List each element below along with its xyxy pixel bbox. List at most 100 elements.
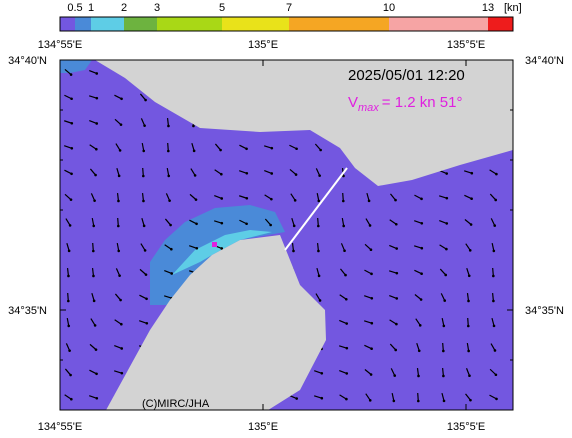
current-arrow-head (70, 121, 74, 125)
current-arrow (316, 192, 320, 202)
current-arrow-head (418, 324, 422, 327)
current-arrow-head (95, 72, 99, 75)
current-arrow (92, 242, 94, 252)
current-arrow-head (117, 224, 120, 228)
current-arrow-head (420, 272, 423, 276)
current-arrow (416, 367, 420, 377)
current-arrow (264, 169, 272, 175)
current-arrow (364, 269, 372, 275)
current-arrow-head (369, 373, 373, 376)
current-arrow (340, 268, 346, 276)
current-arrow (340, 243, 346, 251)
current-arrow-head (118, 274, 121, 277)
current-arrow-head (68, 349, 71, 352)
current-arrow-head (143, 249, 147, 252)
current-arrow (140, 243, 146, 251)
color-bar-label: 7 (286, 2, 292, 14)
current-arrow (264, 145, 272, 149)
current-arrow-head (192, 149, 196, 153)
current-arrow-head (318, 174, 321, 177)
current-arrow-head (144, 273, 148, 276)
current-arrow (364, 243, 372, 251)
current-arrow-head (92, 224, 96, 228)
latitude-label: 34°35'N (525, 305, 564, 317)
current-arrow-head (417, 374, 420, 378)
current-arrow-head (492, 299, 495, 303)
current-arrow (489, 394, 497, 400)
current-arrow (489, 368, 497, 376)
current-arrow (114, 319, 122, 325)
color-bar-label: 13 (482, 2, 494, 14)
current-arrow-head (95, 396, 99, 400)
current-arrow-head (341, 199, 345, 203)
current-arrow-head (470, 197, 473, 201)
current-arrow (64, 394, 72, 400)
current-arrow (89, 95, 97, 99)
current-arrow-head (142, 174, 145, 178)
current-arrow-head (69, 73, 73, 76)
color-bar-segment (389, 17, 488, 31)
current-arrow (389, 319, 397, 325)
current-arrow (339, 294, 347, 300)
color-bar-label: 1 (88, 2, 94, 14)
current-arrow (389, 295, 397, 299)
current-arrow (290, 193, 296, 201)
current-arrow-head (270, 172, 274, 175)
color-bar-label: 0.5 (67, 2, 82, 14)
current-arrow (464, 194, 472, 200)
current-arrow (65, 343, 71, 351)
current-arrow (316, 242, 320, 252)
current-arrow (115, 268, 121, 276)
current-arrow (66, 242, 70, 252)
current-arrow-head (345, 346, 349, 350)
current-arrow-head (142, 224, 146, 228)
current-arrow-head (368, 399, 372, 402)
current-arrow (116, 242, 120, 252)
current-arrow (140, 118, 146, 126)
current-arrow (414, 194, 422, 200)
current-arrow-head (145, 297, 148, 301)
current-arrow-head (343, 249, 346, 252)
color-bar-segment (157, 17, 222, 31)
longitude-label: 135°5'E (447, 39, 485, 51)
current-arrow (314, 143, 322, 151)
current-arrow-head (92, 274, 95, 278)
vmax: Vmax = 1.2 kn 51° (348, 94, 462, 114)
current-arrow (189, 245, 197, 249)
current-arrow-head (442, 374, 445, 378)
current-arrow (440, 293, 446, 301)
current-arrow-head (317, 274, 321, 278)
map-area (60, 60, 513, 410)
current-arrow (417, 392, 419, 402)
frame (59, 59, 514, 411)
current-arrow-head (445, 172, 449, 175)
current-arrow (89, 119, 97, 125)
current-arrow (491, 242, 495, 252)
current-arrow-head (167, 174, 171, 178)
current-arrow-head (170, 247, 173, 251)
current-arrow-head (95, 372, 98, 376)
current-arrow-head (195, 246, 199, 250)
color-bar-segment (289, 17, 389, 31)
current-arrow-head (69, 198, 73, 201)
current-arrow (314, 395, 322, 399)
current-arrow-head (293, 199, 297, 202)
current-arrow-head (320, 396, 324, 400)
current-arrow (164, 218, 172, 226)
current-arrow (442, 367, 444, 377)
current-arrow (139, 294, 147, 300)
current-arrow (289, 144, 297, 150)
current-arrow-head (445, 196, 449, 200)
current-arrow (114, 94, 122, 100)
current-arrow (189, 219, 197, 225)
current-arrow (364, 344, 372, 350)
current-arrow (339, 319, 347, 325)
current-arrow (490, 343, 496, 351)
current-arrow-head (93, 199, 96, 202)
latitude-label: 34°40'N (525, 55, 564, 67)
current-arrow-head (167, 124, 170, 128)
current-arrow-head (493, 224, 497, 227)
current-arrow (64, 68, 72, 76)
timestamp: 2025/05/01 12:20 (348, 67, 465, 84)
current-arrow (342, 192, 344, 202)
